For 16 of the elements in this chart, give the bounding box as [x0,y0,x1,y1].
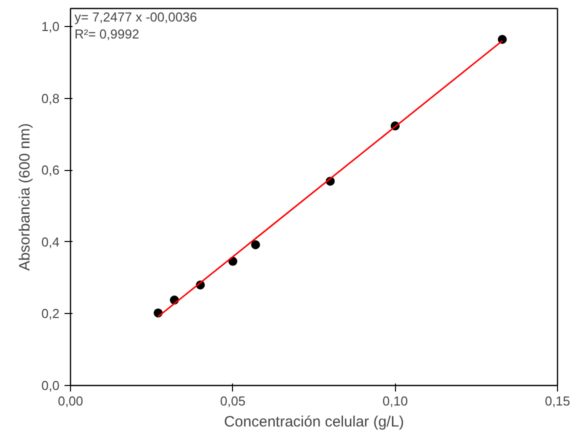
point [251,240,260,250]
y-tick-label: 0,0 [41,378,60,393]
x-tick-label: 0,00 [58,394,84,408]
x-tick-label: 0,10 [382,394,408,408]
x-axis-title: Concentración celular (g/L) [224,414,404,430]
annotation: R²= 0,9992 [74,26,140,42]
x-tick-label: 0,15 [544,394,570,408]
y-tick-label: 1,0 [41,18,60,34]
x-tick-label: 0,05 [220,394,246,408]
y-axis-title: Absorbancia (600 nm) [16,123,34,271]
point [498,34,507,44]
y-tick-label: 0,8 [41,90,60,106]
annotation: y= 7,2477 x -00,0036 [74,10,198,24]
y-tick-label: 0,2 [41,306,60,322]
y-tick-label: 0,6 [41,162,60,178]
y-tick-label: 0,4 [41,234,60,250]
